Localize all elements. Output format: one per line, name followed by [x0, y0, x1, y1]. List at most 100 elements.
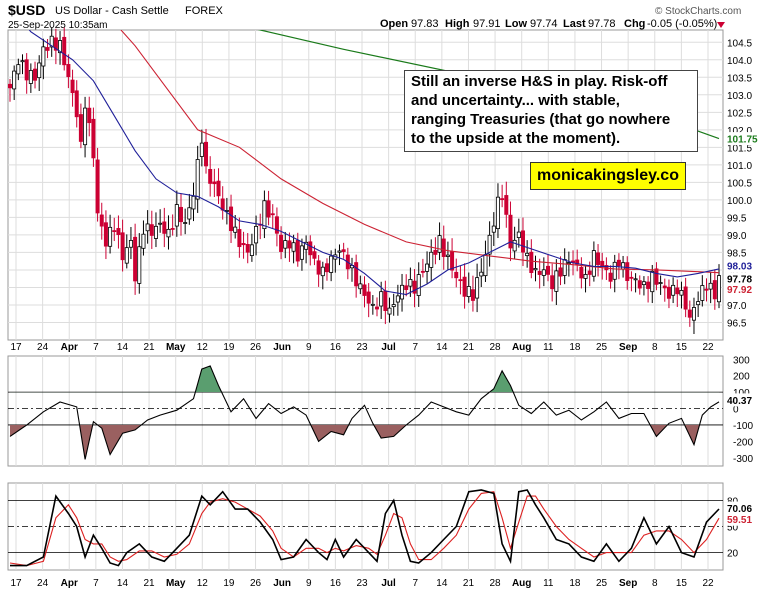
- price-x-tick-label: 14: [436, 342, 448, 353]
- price-x-tick-label: 26: [250, 342, 262, 353]
- price-x-tick-label: 18: [569, 342, 581, 353]
- price-x-tick-label: 7: [412, 342, 418, 353]
- candle-body: [99, 214, 104, 227]
- candle-body: [483, 254, 488, 277]
- stoch-x-tick-label: 16: [330, 578, 342, 589]
- candle-body: [600, 260, 605, 267]
- candle-body: [178, 206, 183, 223]
- stoch-k-line: [10, 489, 720, 567]
- candle-body: [216, 180, 221, 197]
- candle-body: [320, 266, 325, 277]
- website-label[interactable]: monicakingsley.co: [530, 162, 686, 190]
- candle-body: [537, 270, 542, 275]
- candle-body: [329, 255, 334, 273]
- stoch-x-tick-label: 14: [436, 578, 448, 589]
- exchange-label: FOREX: [185, 5, 224, 17]
- cci-tick-label: -100: [733, 421, 753, 432]
- candle-body: [316, 260, 321, 275]
- candle-body: [641, 281, 646, 286]
- candle-body: [291, 242, 296, 252]
- candle-body: [650, 270, 655, 293]
- stoch-x-tick-label: 15: [676, 578, 688, 589]
- candle-body: [550, 275, 555, 290]
- candle-body: [404, 285, 409, 291]
- candle-body: [191, 195, 196, 210]
- stoch-x-tick-label: 17: [10, 578, 22, 589]
- price-x-tick-label: 24: [37, 342, 49, 353]
- candle-body: [12, 70, 17, 90]
- chg-value: -0.05 (-0.05%): [647, 18, 717, 30]
- candle-body: [337, 250, 342, 253]
- price-x-tick-label: Jun: [273, 342, 291, 353]
- price-tick-label: 101.0: [727, 161, 752, 172]
- candle-body: [37, 62, 42, 79]
- cci-last-tag: 40.37: [727, 396, 752, 407]
- candle-body: [541, 269, 546, 276]
- stoch-x-tick-label: 22: [702, 578, 714, 589]
- candle-body: [149, 224, 154, 236]
- candle-body: [91, 118, 96, 159]
- candle-body: [487, 234, 492, 255]
- price-layer: [7, 27, 722, 335]
- price-x-tick-label: 16: [330, 342, 342, 353]
- stoch-x-tick-label: Apr: [61, 578, 78, 589]
- candle-body: [491, 225, 496, 233]
- candle-body: [658, 282, 663, 284]
- stoch-x-tick-label: 7: [412, 578, 418, 589]
- candle-body: [262, 200, 267, 230]
- candle-body: [479, 271, 484, 277]
- cci-tick-label: 0: [733, 405, 739, 416]
- candle-body: [679, 290, 684, 296]
- candle-body: [579, 266, 584, 279]
- down-arrow-icon: [717, 22, 725, 28]
- candle-body: [441, 238, 446, 257]
- price-tick-label: 96.5: [727, 318, 747, 329]
- candle-body: [462, 276, 467, 297]
- candle-body: [274, 216, 279, 234]
- candle-body: [128, 240, 133, 248]
- price-tick-label: 102.5: [727, 108, 752, 119]
- candle-body: [633, 278, 638, 281]
- candle-body: [28, 70, 33, 84]
- green-ma-tag: 101.75: [727, 135, 758, 146]
- candle-body: [525, 252, 530, 257]
- candle-body: [16, 64, 21, 75]
- stoch-x-tick-label: 7: [93, 578, 99, 589]
- candle-body: [283, 240, 288, 249]
- candle-body: [666, 286, 671, 299]
- last-label: Last: [563, 18, 586, 30]
- stoch-x-tick-label: 21: [144, 578, 156, 589]
- candle-body: [520, 230, 525, 253]
- candle-body: [366, 291, 371, 304]
- annotation-line-4: to the upside at the moment).: [411, 130, 621, 147]
- candle-body: [637, 280, 642, 289]
- blue-ma-tag-bg: [724, 259, 758, 273]
- candle-body: [358, 283, 363, 290]
- candle-body: [7, 83, 12, 89]
- candle-body: [458, 279, 463, 282]
- candle-body: [504, 195, 509, 215]
- cci-panel: [7, 355, 724, 467]
- candle-body: [708, 282, 713, 290]
- stoch-tick-label: 50: [727, 523, 739, 534]
- price-x-tick-label: 25: [596, 342, 608, 353]
- stoch-x-tick-label: Jul: [381, 578, 396, 589]
- candle-body: [420, 270, 425, 273]
- price-tick-label: 103.0: [727, 91, 752, 102]
- stoch-x-tick-label: 26: [250, 578, 262, 589]
- candle-body: [512, 239, 517, 252]
- price-x-tick-label: Sep: [619, 342, 637, 353]
- stoch-k-tag: 70.06: [727, 504, 752, 515]
- candle-body: [687, 309, 692, 318]
- candle-body: [387, 307, 392, 315]
- stoch-layer: [8, 489, 723, 567]
- candle-body: [204, 141, 209, 167]
- stoch-x-tick-label: 28: [490, 578, 502, 589]
- candle-body: [183, 222, 188, 224]
- candle-body: [108, 226, 113, 247]
- cci-tick-label: 300: [733, 355, 750, 366]
- candle-body: [408, 279, 413, 287]
- stoch-d-line: [9, 491, 720, 567]
- candle-body: [312, 251, 317, 259]
- candle-body: [662, 285, 667, 289]
